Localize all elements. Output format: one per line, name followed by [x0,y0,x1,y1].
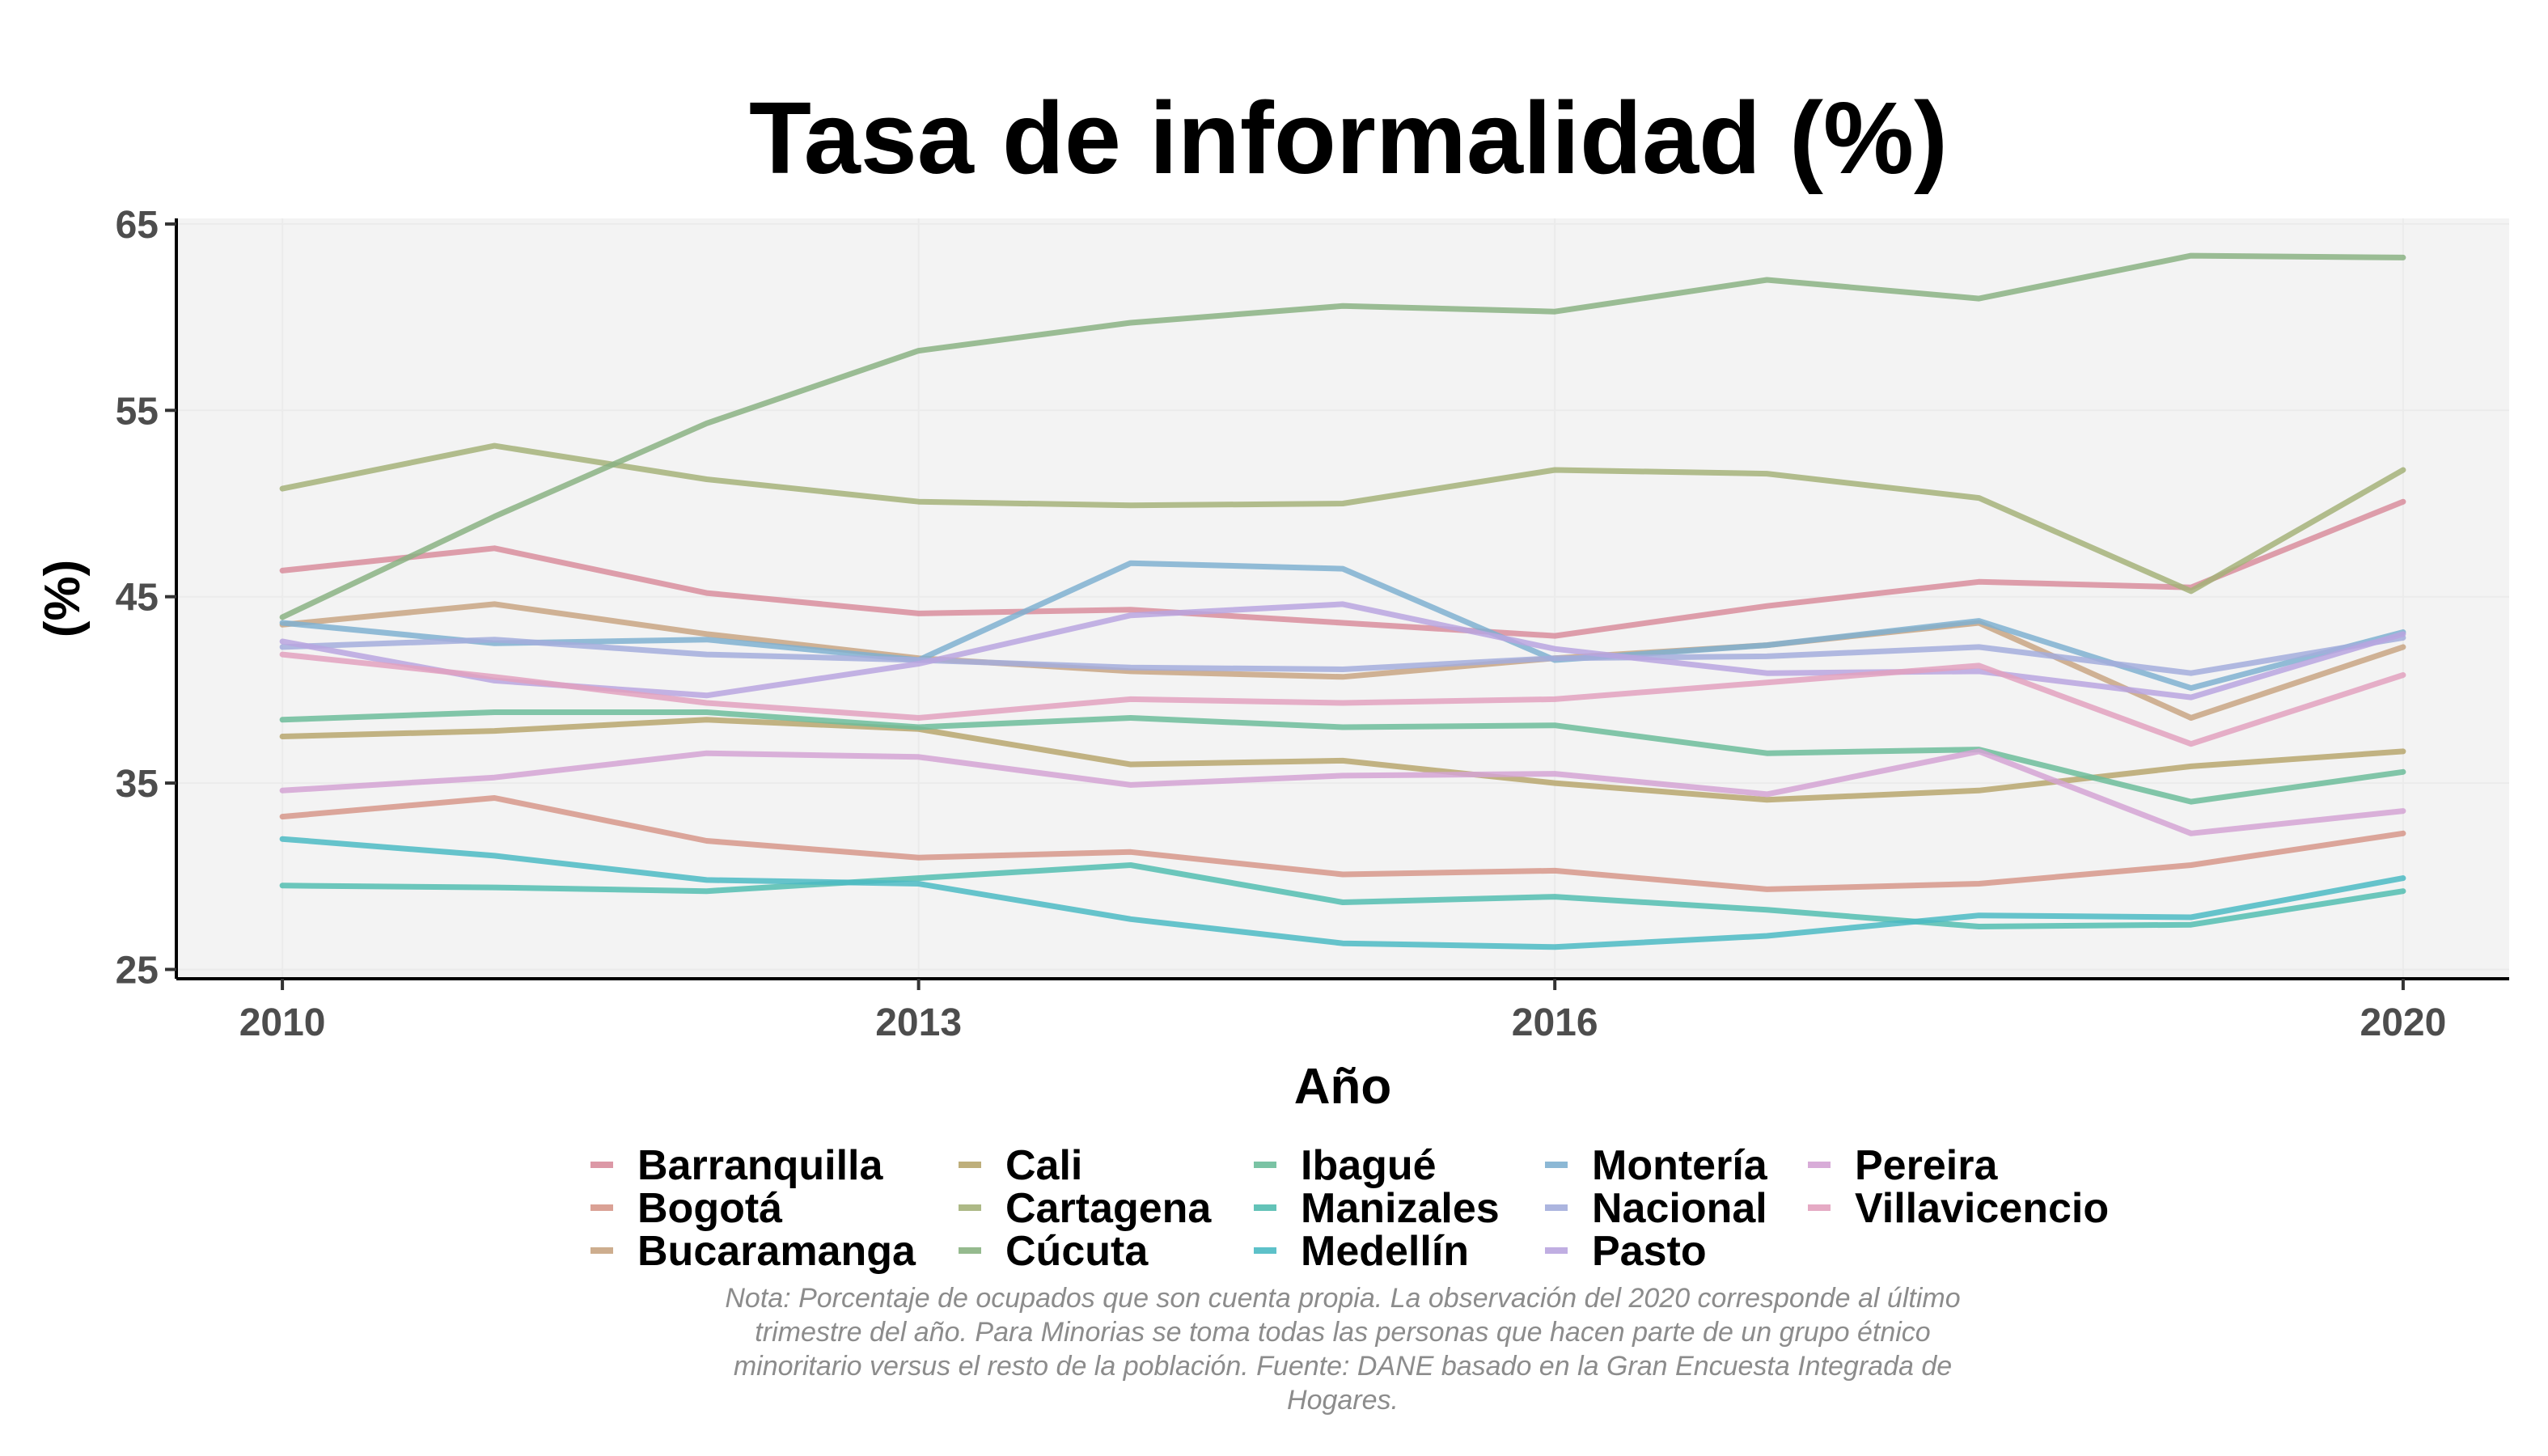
legend-label-medellin: Medellín [1301,1228,1469,1275]
x-tick-label: 2013 [875,1001,962,1044]
y-ticks: 25 35 45 55 65 [116,204,176,992]
grid-lines [176,218,2509,979]
legend-label-pereira: Pereira [1855,1142,1998,1189]
y-tick-label: 45 [116,577,159,620]
series-line-cucuta [279,252,2406,620]
series-line-cali [279,717,2406,803]
legend-label-ibague: Ibagué [1301,1142,1437,1189]
plot-panel [176,218,2509,979]
series-line-villavicencio [279,651,2406,747]
series-line-pereira [279,748,2406,836]
x-ticks: 2010 2013 2016 2020 [239,979,2447,1044]
note-line-1: Nota: Porcentaje de ocupados que son cue… [725,1283,1960,1314]
series-lines [279,252,2406,950]
legend-label-bucaramanga: Bucaramanga [637,1228,916,1275]
series-line-barranquilla [279,498,2406,639]
legend-label-villavicencio: Villavicencio [1855,1185,2109,1232]
x-tick-label: 2010 [239,1001,326,1044]
x-tick-label: 2020 [2360,1001,2447,1044]
legend-label-manizales: Manizales [1301,1185,1500,1232]
legend-label-cucuta: Cúcuta [1005,1228,1149,1275]
x-tick-label: 2016 [1512,1001,1598,1044]
legend-label-nacional: Nacional [1592,1185,1767,1232]
y-tick-label: 35 [116,763,159,806]
note-line-4: Hogares. [1287,1385,1399,1416]
series-line-medellin [279,836,2406,950]
series-line-ibague [279,709,2406,805]
legend-label-bogota: Bogotá [637,1185,783,1232]
legend-label-monteria: Montería [1592,1142,1768,1189]
y-tick-label: 65 [116,204,159,247]
series-line-nacional [279,634,2406,676]
series-line-monteria [279,560,2406,692]
y-tick-label: 55 [116,390,159,433]
x-axis-title: Año [1294,1059,1392,1115]
series-line-cartagena [279,442,2406,595]
chart-title: Tasa de informalidad (%) [749,81,1948,195]
series-line-pasto [279,601,2406,700]
note-line-3: minoritario versus el resto de la poblac… [734,1351,1952,1382]
y-axis-title: (%) [35,560,91,637]
legend-label-pasto: Pasto [1592,1228,1707,1275]
y-tick-label: 25 [116,949,159,992]
series-line-manizales [279,862,2406,929]
series-line-bogota [279,795,2406,892]
legend-label-barranquilla: Barranquilla [637,1142,883,1189]
note-line-2: trimestre del año. Para Minorias se toma… [755,1317,1930,1348]
legend-label-cali: Cali [1005,1142,1082,1189]
legend-label-cartagena: Cartagena [1005,1185,1212,1232]
